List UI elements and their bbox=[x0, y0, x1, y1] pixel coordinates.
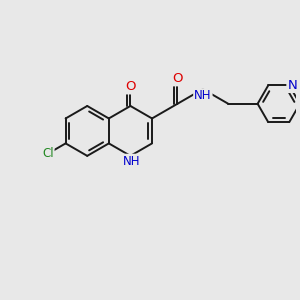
Text: O: O bbox=[125, 80, 136, 93]
Text: Cl: Cl bbox=[42, 147, 54, 160]
Text: NH: NH bbox=[123, 155, 141, 168]
Text: NH: NH bbox=[194, 89, 211, 102]
Text: N: N bbox=[287, 79, 297, 92]
Text: O: O bbox=[172, 72, 183, 85]
